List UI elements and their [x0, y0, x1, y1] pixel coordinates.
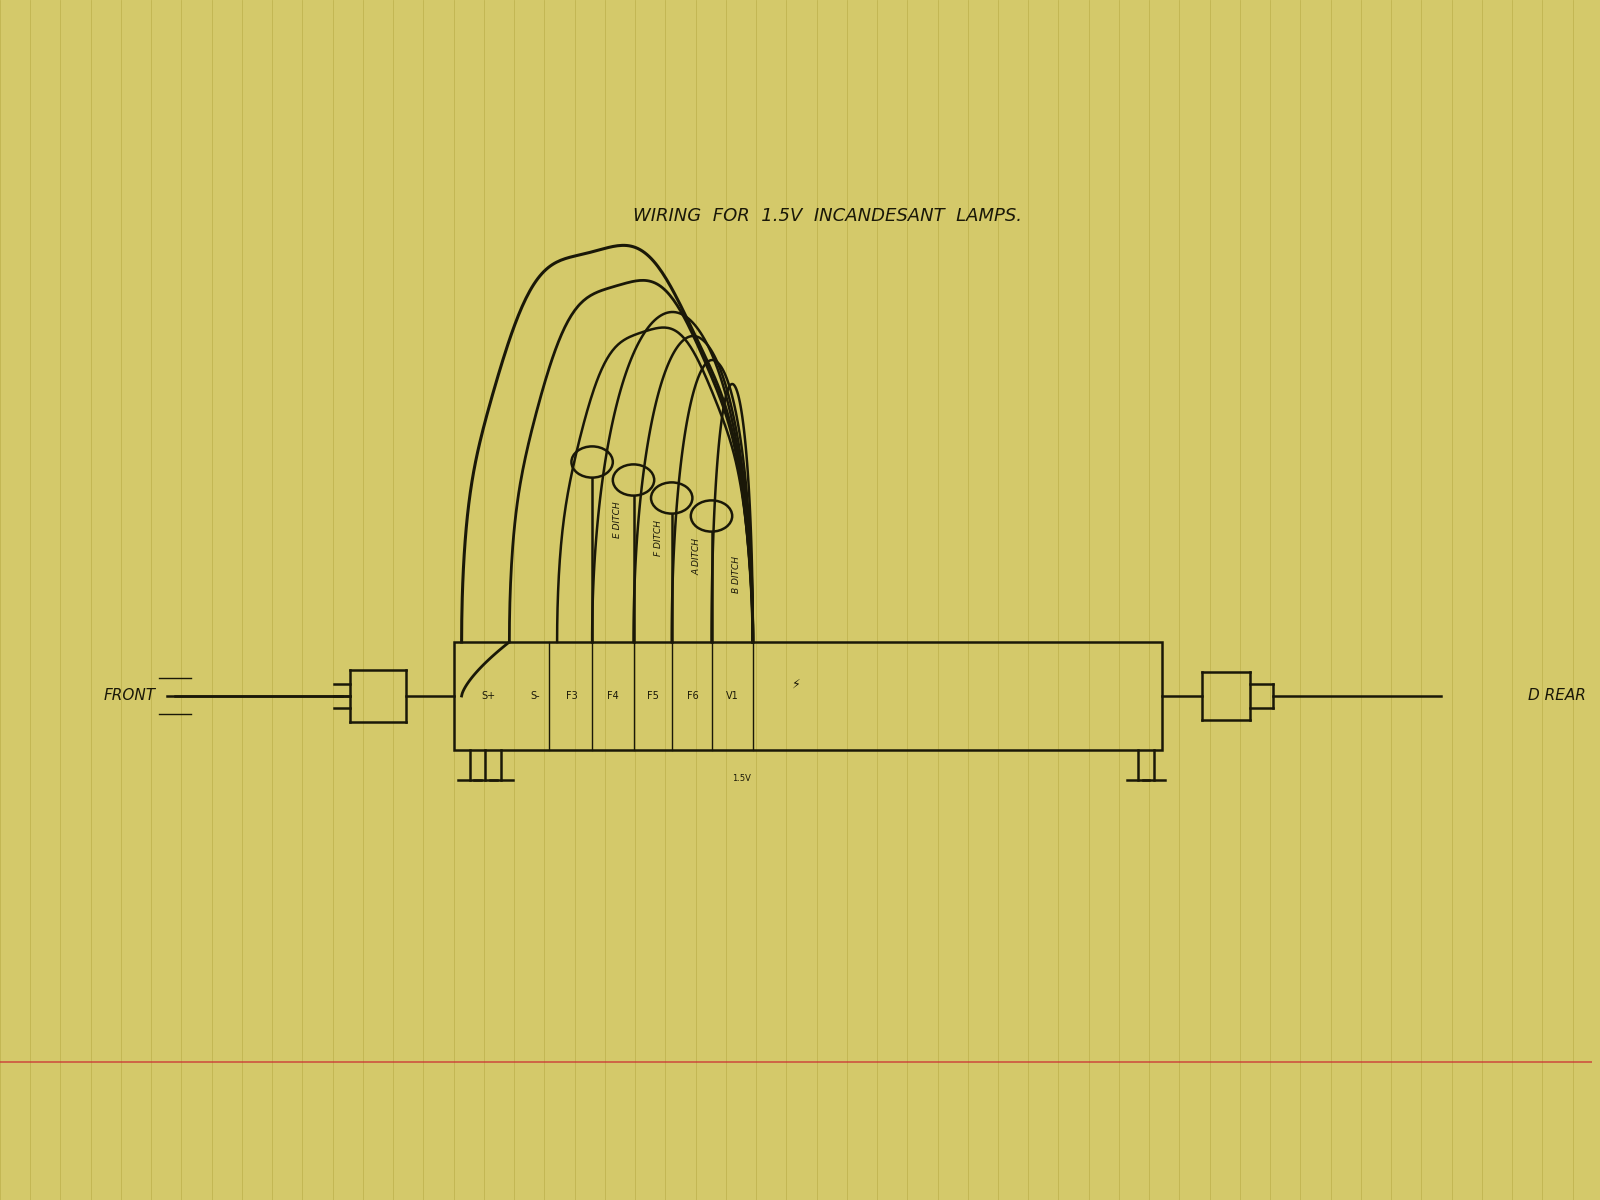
Text: F6: F6: [686, 691, 698, 701]
Text: F4: F4: [606, 691, 619, 701]
Text: F5: F5: [646, 691, 659, 701]
Text: WIRING  FOR  1.5V  INCANDESANT  LAMPS.: WIRING FOR 1.5V INCANDESANT LAMPS.: [634, 206, 1022, 226]
Text: S-: S-: [530, 691, 539, 701]
Bar: [454, 642, 1162, 750]
Text: F3: F3: [565, 691, 578, 701]
Text: V1: V1: [726, 691, 739, 701]
Text: F DITCH: F DITCH: [654, 520, 664, 556]
Text: E DITCH: E DITCH: [613, 502, 622, 539]
Text: ⚡: ⚡: [792, 678, 800, 690]
Text: B DITCH: B DITCH: [733, 556, 741, 593]
Text: D REAR: D REAR: [1528, 689, 1586, 703]
Text: A DITCH: A DITCH: [693, 538, 702, 575]
Text: S+: S+: [482, 691, 496, 701]
Text: FRONT: FRONT: [104, 689, 155, 703]
Text: 1.5V: 1.5V: [733, 774, 750, 782]
